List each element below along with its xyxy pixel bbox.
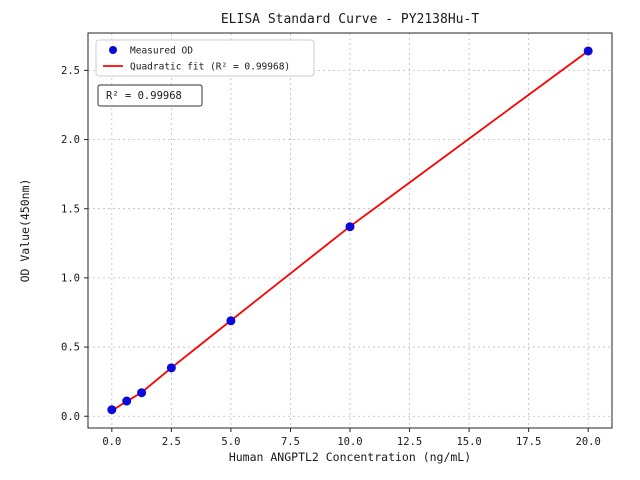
data-point	[122, 396, 132, 406]
data-point	[226, 316, 236, 326]
x-tick-label: 0.0	[102, 436, 121, 448]
r-squared-annotation-box	[97, 84, 203, 107]
x-tick-label: 10.0	[337, 436, 362, 448]
r-squared-annotation-text: R² = 0.99968	[106, 90, 182, 102]
y-tick-label: 1.5	[61, 203, 80, 215]
data-point	[583, 46, 593, 56]
legend-box	[95, 39, 315, 77]
x-axis-label: Human ANGPTL2 Concentration (ng/mL)	[229, 450, 471, 464]
data-point	[107, 405, 117, 415]
data-point	[345, 222, 355, 232]
chart-title: ELISA Standard Curve - PY2138Hu-T	[221, 12, 479, 27]
x-tick-label: 12.5	[397, 436, 422, 448]
y-axis-label: OD Value(450nm)	[18, 179, 32, 283]
y-tick-label: 2.0	[61, 134, 80, 146]
y-tick-label: 2.5	[61, 65, 80, 77]
y-tick-label: 1.0	[61, 273, 80, 285]
y-tick-label: 0.5	[61, 342, 80, 354]
x-tick-label: 2.5	[162, 436, 181, 448]
legend-marker-dot	[109, 46, 117, 54]
x-tick-label: 7.5	[281, 436, 300, 448]
y-tick-label: 0.0	[61, 411, 80, 423]
legend-item-label: Quadratic fit (R² = 0.99968)	[130, 61, 290, 72]
data-point	[166, 363, 176, 373]
x-tick-label: 20.0	[576, 436, 601, 448]
data-point	[137, 388, 147, 398]
x-tick-label: 5.0	[221, 436, 240, 448]
x-tick-label: 15.0	[456, 436, 481, 448]
legend-item-label: Measured OD	[130, 45, 193, 56]
x-tick-label: 17.5	[516, 436, 541, 448]
